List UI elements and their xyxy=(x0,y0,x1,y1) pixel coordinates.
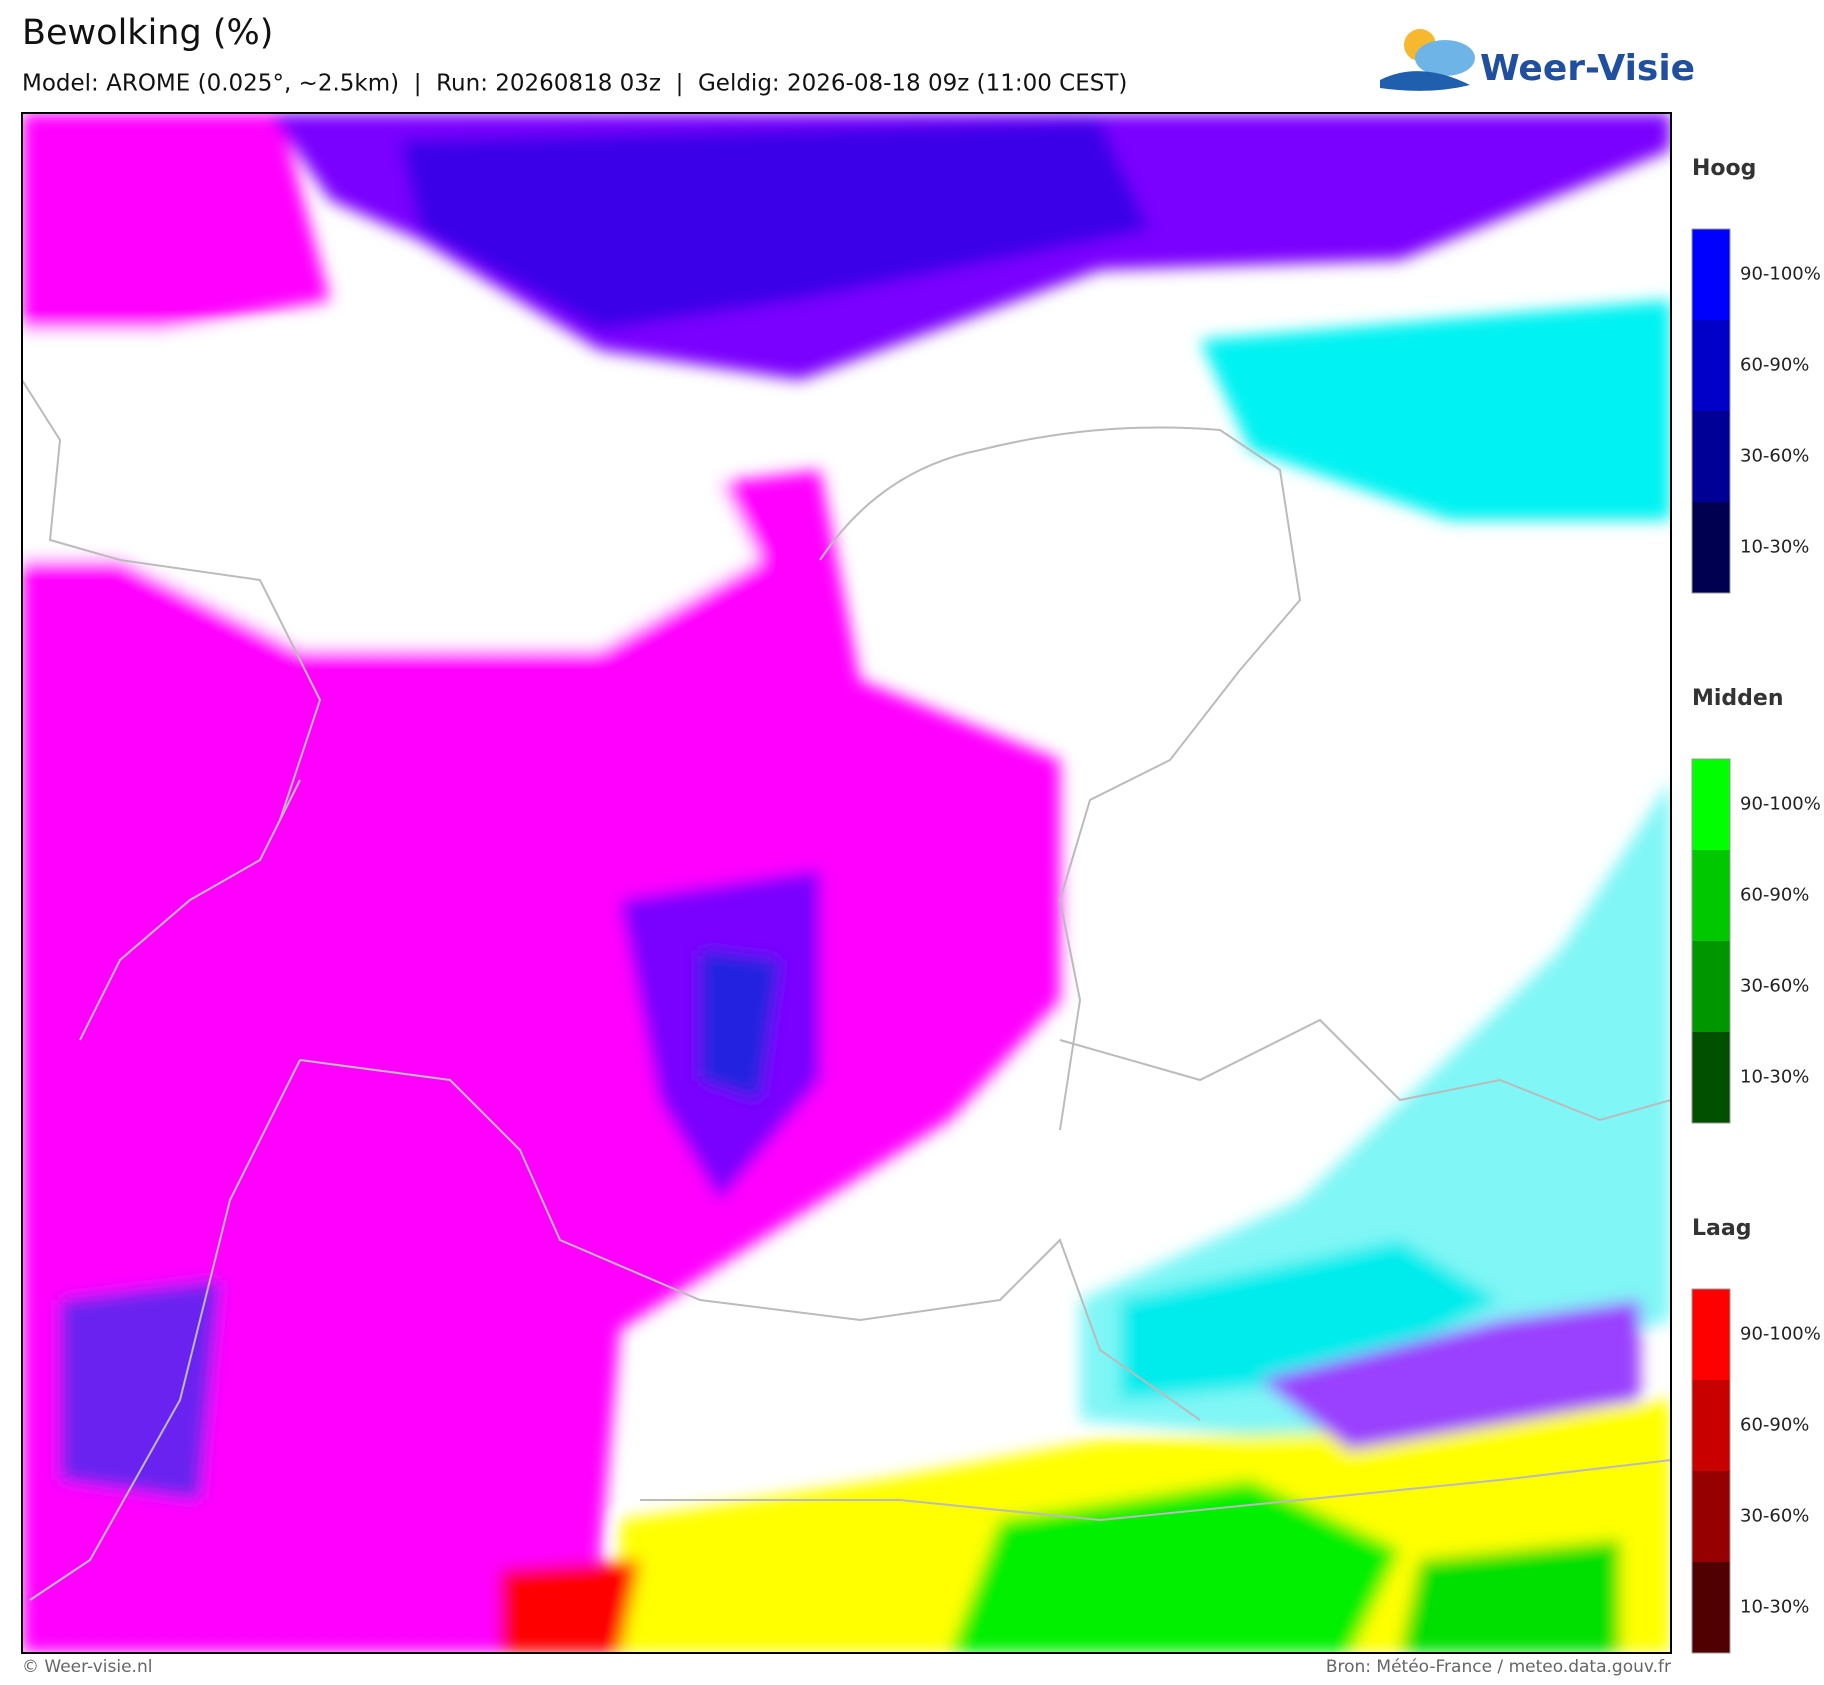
legend-label: 90-100% xyxy=(1740,264,1821,285)
legend-swatch xyxy=(1692,1289,1730,1380)
legend-swatch xyxy=(1692,941,1730,1032)
legend-label: 60-90% xyxy=(1740,885,1809,906)
legend-title: Laag xyxy=(1692,1216,1751,1241)
legend-swatch xyxy=(1692,850,1730,941)
legend-frame xyxy=(1691,228,1731,594)
legend-swatch xyxy=(1692,411,1730,502)
map xyxy=(22,113,1671,1653)
legend-label: 10-30% xyxy=(1740,537,1809,558)
legend-label: 30-60% xyxy=(1740,1506,1809,1527)
footer-left: © Weer-visie.nl xyxy=(22,1657,152,1677)
legend-frame xyxy=(1691,1288,1731,1654)
legend-label: 10-30% xyxy=(1740,1067,1809,1088)
legend-label: 60-90% xyxy=(1740,355,1809,376)
legend-swatch xyxy=(1692,1471,1730,1562)
legend: Hoog 90-100% 60-90% 30-60% 10-30% Midden 90-10… xyxy=(1691,156,1821,1654)
map-frame xyxy=(21,112,1672,1654)
legend-swatch xyxy=(1692,1562,1730,1653)
footer-right: Bron: Météo-France / meteo.data.gouv.fr xyxy=(1326,1657,1671,1677)
legend-swatch xyxy=(1692,229,1730,320)
legend-label: 60-90% xyxy=(1740,1415,1809,1436)
legend-label: 30-60% xyxy=(1740,976,1809,997)
legend-label: 90-100% xyxy=(1740,794,1821,815)
legend-swatch xyxy=(1692,320,1730,411)
legend-frame xyxy=(1691,758,1731,1124)
logo-text: Weer-Visie xyxy=(1480,48,1695,89)
legend-swatch xyxy=(1692,759,1730,850)
legend-label: 90-100% xyxy=(1740,1324,1821,1345)
title: Bewolking (%) xyxy=(22,13,273,53)
legend-title: Hoog xyxy=(1692,156,1756,181)
legend-swatch xyxy=(1692,502,1730,593)
legend-swatch xyxy=(1692,1380,1730,1471)
legend-label: 10-30% xyxy=(1740,1597,1809,1618)
legend-title: Midden xyxy=(1692,686,1784,711)
logo: Weer-Visie xyxy=(1380,29,1695,91)
legend-swatch xyxy=(1692,1032,1730,1123)
legend-label: 30-60% xyxy=(1740,446,1809,467)
subtitle: Model: AROME (0.025°, ~2.5km) | Run: 202… xyxy=(22,71,1127,97)
